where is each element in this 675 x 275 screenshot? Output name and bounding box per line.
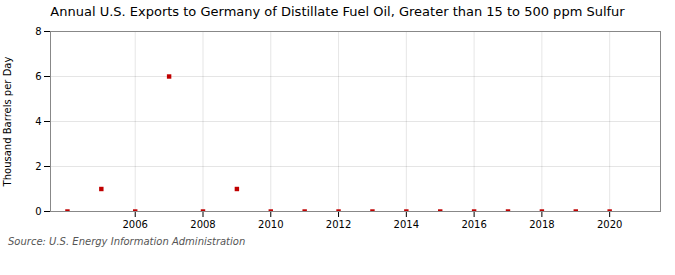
svg-text:4: 4: [35, 116, 41, 127]
svg-text:2016: 2016: [461, 219, 486, 230]
svg-text:2018: 2018: [529, 219, 554, 230]
svg-text:0: 0: [35, 206, 41, 217]
svg-text:2: 2: [35, 161, 41, 172]
svg-text:2008: 2008: [190, 219, 215, 230]
html-text:Annual U.S. Exports to Germany: Annual U.S. Exports to Germany of Distil…: [50, 4, 625, 19]
svg-text:2020: 2020: [597, 219, 622, 230]
svg-text:Thousand Barrels per Day: Thousand Barrels per Day: [2, 57, 13, 188]
svg-text:2010: 2010: [258, 219, 283, 230]
svg-text:8: 8: [35, 26, 41, 37]
svg-text:2014: 2014: [394, 219, 419, 230]
svg-text:2012: 2012: [326, 219, 351, 230]
html-text:Source: U.S. Energy Informatio: Source: U.S. Energy Information Administ…: [8, 236, 246, 247]
svg-text:6: 6: [35, 71, 41, 82]
svg-text:2006: 2006: [122, 219, 147, 230]
